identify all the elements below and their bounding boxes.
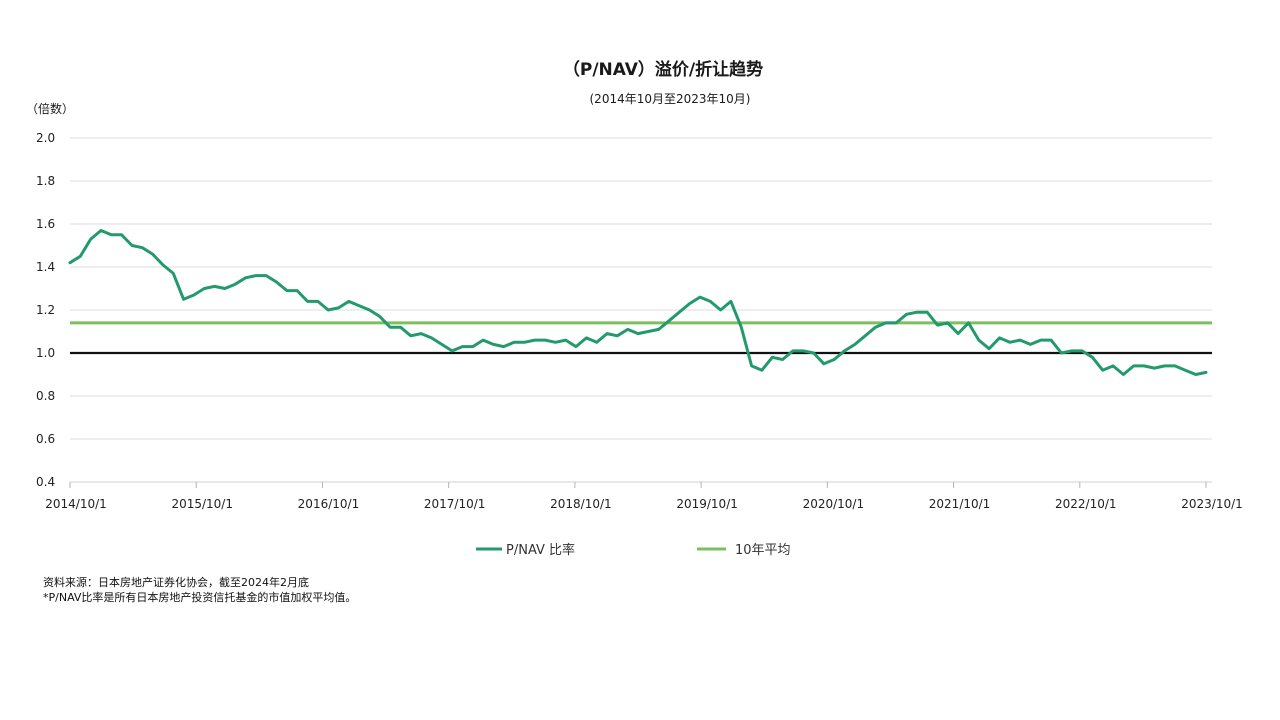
source-note: 资料来源：日本房地产证券化协会，截至2024年2月底: [43, 575, 309, 589]
x-tick-label: 2014/10/1: [45, 497, 107, 511]
legend-label-average: 10年平均: [735, 543, 791, 558]
y-tick-label: 0.8: [36, 389, 55, 403]
x-tick-label: 2016/10/1: [298, 497, 360, 511]
y-tick-label: 0.6: [36, 432, 55, 446]
legend-label-pnav: P/NAV 比率: [506, 542, 575, 558]
y-tick-label: 2.0: [36, 131, 55, 145]
y-tick-label: 1.6: [36, 217, 55, 231]
y-axis-unit: （倍数）: [26, 101, 74, 116]
y-tick-label: 1.8: [36, 174, 55, 188]
x-tick-label: 2020/10/1: [803, 497, 865, 511]
x-tick-label: 2021/10/1: [929, 497, 991, 511]
y-tick-label: 1.2: [36, 303, 55, 317]
chart-subtitle: (2014年10月至2023年10月): [590, 92, 751, 106]
chart-title: （P/NAV）溢价/折让趋势: [563, 59, 763, 80]
x-tick-label: 2018/10/1: [550, 497, 612, 511]
y-tick-label: 0.4: [36, 475, 55, 489]
gridlines: [70, 137, 1212, 440]
y-tick-label: 1.4: [36, 260, 55, 274]
x-tick-label: 2022/10/1: [1055, 497, 1117, 511]
series-line-pnav: [68, 229, 1208, 376]
x-tick-label: 2023/10/1: [1181, 497, 1243, 511]
footnote: *P/NAV比率是所有日本房地产投资信托基金的市值加权平均值。: [43, 590, 356, 604]
series-layer: [68, 229, 1212, 376]
legend: P/NAV 比率 10年平均: [476, 542, 791, 558]
y-axis-ticks: 2.0 1.8 1.6 1.4 1.2 1.0 0.8 0.6 0.4: [36, 131, 55, 489]
y-tick-label: 1.0: [36, 346, 55, 360]
x-axis: 2014/10/1 2015/10/1 2016/10/1 2017/10/1 2018…: [45, 481, 1243, 511]
x-tick-label: 2019/10/1: [676, 497, 738, 511]
x-tick-label: 2017/10/1: [424, 497, 486, 511]
x-tick-label: 2015/10/1: [171, 497, 233, 511]
